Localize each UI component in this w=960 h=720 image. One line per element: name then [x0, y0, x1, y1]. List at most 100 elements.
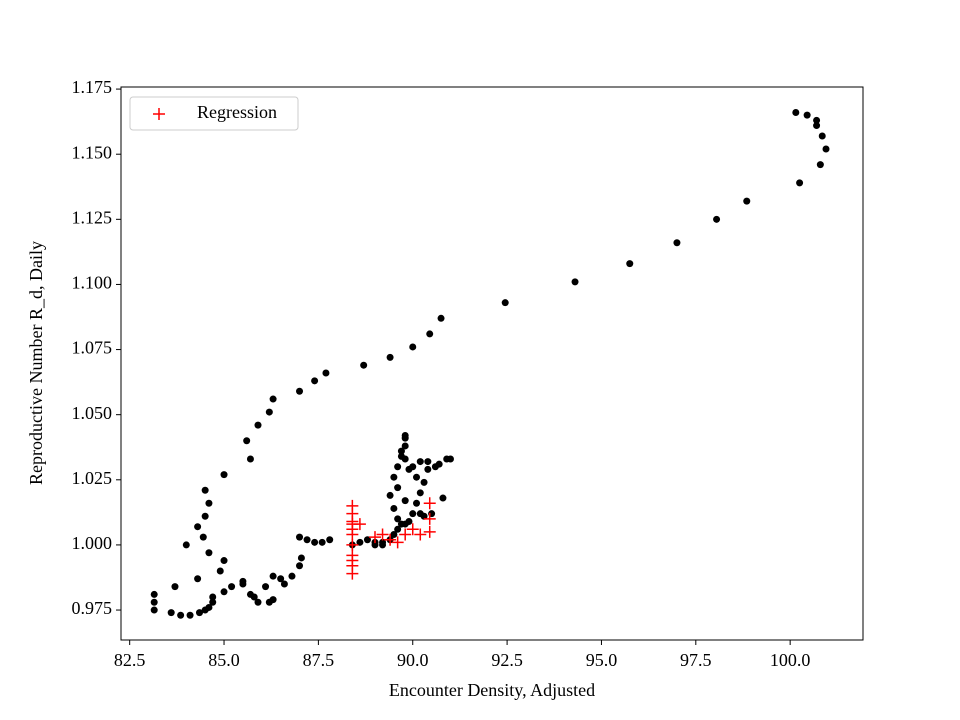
dot-marker: [401, 442, 409, 450]
y-tick-label: 1.075: [72, 338, 113, 358]
dot-marker: [379, 541, 387, 549]
y-tick-label: 1.125: [72, 207, 113, 227]
plus-marker: [384, 533, 397, 546]
dot-marker: [280, 580, 288, 588]
dot-marker: [371, 541, 379, 549]
dot-marker: [303, 536, 311, 544]
dot-marker: [228, 583, 236, 591]
dot-marker: [390, 504, 398, 512]
legend-label: Regression: [197, 102, 277, 122]
dot-marker: [262, 583, 270, 591]
plus-marker: [353, 518, 366, 531]
dot-marker: [813, 122, 821, 130]
dot-marker: [326, 536, 334, 544]
dot-marker: [390, 531, 398, 539]
dot-marker: [269, 572, 277, 580]
plus-marker: [346, 538, 359, 551]
dot-marker: [816, 161, 824, 169]
x-tick-label: 87.5: [303, 650, 335, 670]
plus-marker: [399, 528, 412, 541]
dot-marker: [243, 437, 251, 445]
dot-marker: [813, 116, 821, 124]
dot-marker: [201, 512, 209, 520]
dot-marker: [205, 549, 213, 557]
dot-marker: [311, 538, 319, 546]
x-tick-label: 90.0: [397, 650, 429, 670]
dot-marker: [743, 197, 751, 205]
dot-marker: [171, 583, 179, 591]
dot-marker: [713, 215, 721, 223]
dot-marker: [199, 533, 207, 541]
dot-marker: [269, 395, 277, 403]
dot-marker: [205, 499, 213, 507]
dot-marker: [360, 361, 368, 369]
dot-marker: [435, 460, 443, 468]
dot-marker: [796, 179, 804, 187]
dot-marker: [626, 260, 634, 268]
dot-marker: [269, 596, 277, 604]
dot-marker: [239, 580, 247, 588]
dot-marker: [792, 109, 800, 117]
dot-marker: [394, 515, 402, 523]
y-tick-label: 1.150: [72, 142, 113, 162]
dot-marker: [150, 590, 158, 598]
dot-marker: [426, 330, 434, 338]
dot-marker: [397, 447, 405, 455]
dot-marker: [405, 517, 413, 525]
dot-marker: [177, 611, 185, 619]
dot-marker: [409, 343, 417, 351]
dot-marker: [394, 484, 402, 492]
dot-marker: [265, 408, 273, 416]
dot-marker: [250, 593, 258, 601]
dot-marker: [501, 299, 509, 307]
plus-marker: [369, 531, 382, 544]
plus-marker: [423, 525, 436, 538]
plus-marker: [414, 528, 427, 541]
legend-box: [129, 96, 299, 131]
dot-marker: [322, 369, 330, 377]
dot-marker: [311, 377, 319, 385]
dot-marker: [424, 458, 432, 466]
x-tick-label: 97.5: [680, 650, 712, 670]
y-tick-label: 1.100: [72, 273, 113, 293]
dot-marker: [394, 525, 402, 533]
dot-marker: [420, 478, 428, 486]
dot-marker: [571, 278, 579, 286]
dot-marker: [673, 239, 681, 247]
dot-marker: [416, 489, 424, 497]
x-tick-label: 92.5: [491, 650, 523, 670]
dot-marker: [196, 609, 204, 617]
dot-marker: [409, 463, 417, 471]
dot-marker: [397, 452, 405, 460]
dot-marker: [413, 499, 421, 507]
dot-marker: [194, 523, 202, 531]
x-tick-label: 85.0: [208, 650, 240, 670]
plus-marker: [376, 528, 389, 541]
y-tick-label: 1.175: [72, 77, 113, 97]
dot-marker: [356, 538, 364, 546]
dot-marker: [424, 465, 432, 473]
x-tick-label: 82.5: [114, 650, 146, 670]
dot-marker: [363, 536, 371, 544]
dot-marker: [390, 473, 398, 481]
plot-frame: [120, 86, 864, 641]
dot-marker: [437, 314, 445, 322]
dot-marker: [818, 132, 826, 140]
plus-marker: [391, 536, 404, 549]
dot-marker: [416, 510, 424, 518]
plus-marker: [346, 549, 359, 562]
plus-marker: [153, 108, 165, 120]
dot-marker: [209, 593, 217, 601]
dot-marker: [401, 432, 409, 440]
dot-marker: [201, 486, 209, 494]
dot-marker: [254, 598, 262, 606]
dot-marker: [446, 455, 454, 463]
x-tick-label: 100.0: [770, 650, 811, 670]
dot-marker: [205, 603, 213, 611]
dot-marker: [297, 554, 305, 562]
dot-marker: [150, 598, 158, 606]
dot-marker: [822, 145, 830, 153]
y-tick-label: 1.025: [72, 468, 113, 488]
y-tick-label: 1.000: [72, 533, 113, 553]
